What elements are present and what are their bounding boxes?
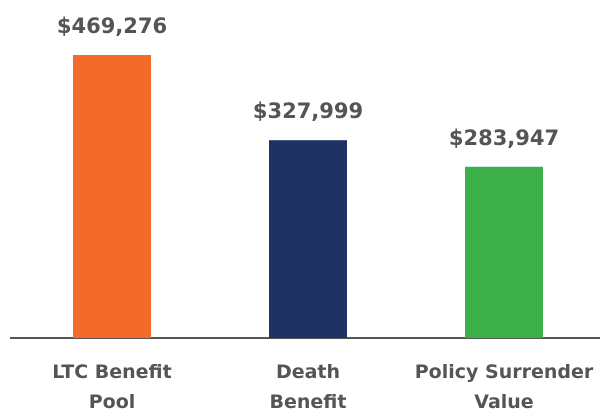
category-label: Policy Surrender Value — [414, 361, 594, 413]
bar — [269, 140, 347, 338]
category-label: Death Benefit — [269, 361, 347, 413]
category-label: LTC Benefit Pool — [52, 361, 172, 413]
bar — [73, 55, 151, 338]
value-label: $469,276 — [57, 14, 167, 38]
value-label: $283,947 — [449, 126, 559, 150]
bar — [465, 166, 543, 338]
value-label: $327,999 — [253, 99, 363, 123]
